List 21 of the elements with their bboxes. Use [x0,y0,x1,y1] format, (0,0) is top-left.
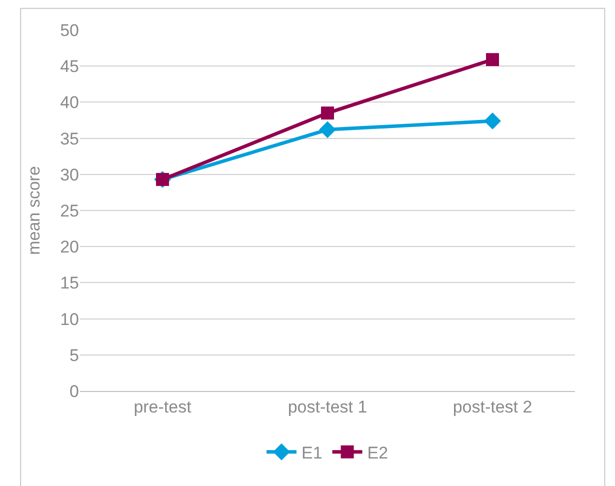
y-tick-label: 50 [60,20,79,40]
y-tick-label: 35 [60,129,79,148]
y-tick-label: 15 [60,274,79,293]
x-tick-label: post-test 2 [452,397,532,416]
y-tick-label: 10 [60,310,79,329]
point [321,106,334,120]
y-tick-label: 30 [60,165,79,184]
legend-label: E1 [302,444,322,462]
y-tick-label: 0 [70,382,79,401]
y-tick-label: 45 [60,57,79,76]
legend-label: E2 [367,444,388,462]
y-tick-label: 20 [60,238,79,257]
y-tick-label: 40 [60,93,79,112]
point [484,112,501,130]
y-tick-label: 5 [70,346,79,365]
x-tick-label: pre-test [134,397,192,416]
y-axis-title: mean score [24,166,44,255]
y-tick-label: 25 [60,201,79,220]
point [486,53,499,66]
point [319,121,336,138]
x-tick-label: post-test 1 [288,397,368,416]
